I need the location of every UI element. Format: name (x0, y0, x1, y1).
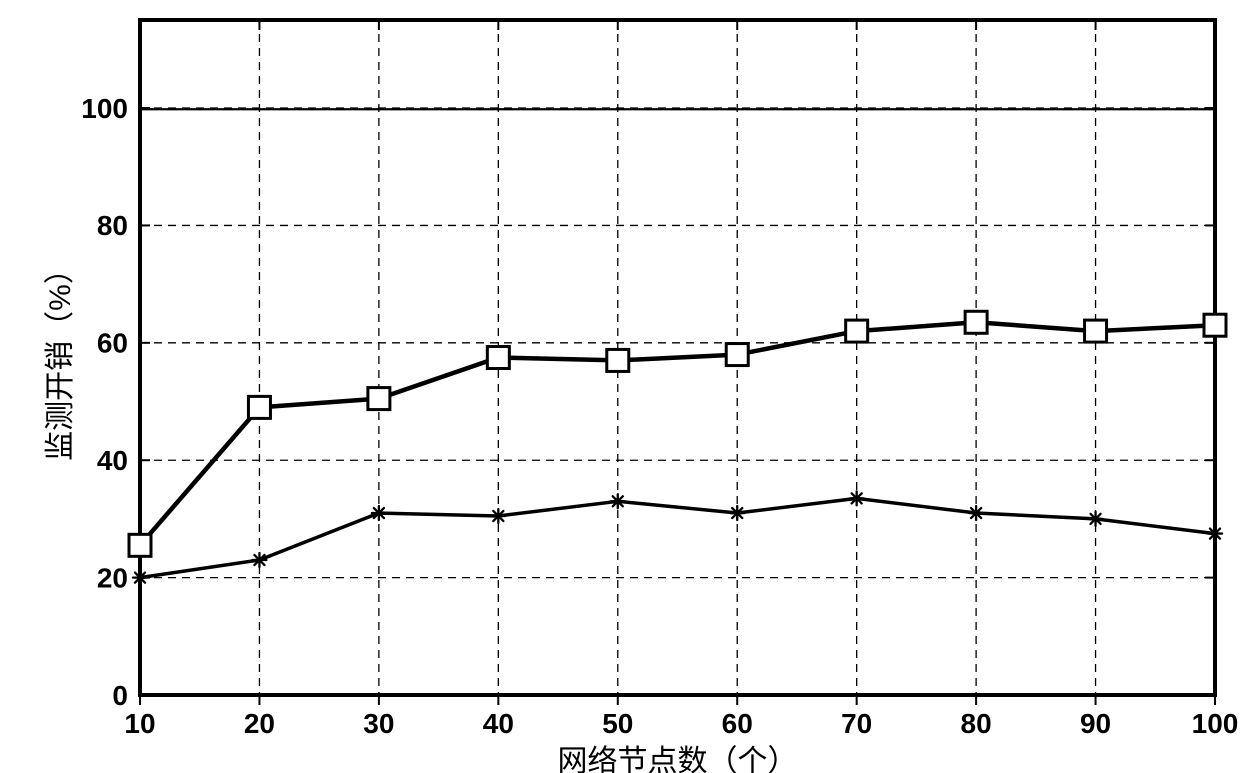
line-chart: 10 20 30 40 50 60 70 80 90 100 0 20 40 60 80 100 网络节点数（个… (0, 0, 1240, 773)
x-tick-label: 60 (722, 708, 753, 739)
y-tick-label: 80 (97, 210, 128, 241)
chart-container: 10 20 30 40 50 60 70 80 90 100 0 20 40 60 80 100 网络节点数（个… (0, 0, 1240, 773)
marker-square (726, 344, 748, 366)
marker-square (846, 320, 868, 342)
marker-square (607, 349, 629, 371)
marker-asterisk (133, 571, 147, 585)
marker-square (487, 347, 509, 369)
marker-asterisk (491, 509, 505, 523)
marker-asterisk (1208, 527, 1222, 541)
y-axis-label: 监测开销（%） (44, 254, 77, 461)
marker-asterisk (1089, 512, 1103, 526)
x-tick-label: 40 (483, 708, 514, 739)
marker-asterisk (730, 506, 744, 520)
marker-asterisk (850, 491, 864, 505)
x-tick-label: 90 (1080, 708, 1111, 739)
marker-square (1085, 320, 1107, 342)
marker-asterisk (969, 506, 983, 520)
marker-square (129, 534, 151, 556)
x-tick-label: 80 (961, 708, 992, 739)
x-tick-label: 50 (602, 708, 633, 739)
x-tick-label: 70 (841, 708, 872, 739)
marker-square (1204, 314, 1226, 336)
marker-square (368, 388, 390, 410)
y-tick-label: 60 (97, 328, 128, 359)
marker-square (248, 396, 270, 418)
y-tick-label: 0 (112, 680, 128, 711)
marker-asterisk (611, 494, 625, 508)
y-tick-label: 40 (97, 445, 128, 476)
marker-asterisk (372, 506, 386, 520)
x-tick-label: 20 (244, 708, 275, 739)
x-tick-label: 10 (124, 708, 155, 739)
x-axis-label: 网络节点数（个） (558, 745, 798, 773)
y-tick-label: 100 (81, 93, 128, 124)
marker-asterisk (252, 553, 266, 567)
y-tick-label: 20 (97, 562, 128, 593)
x-tick-label: 30 (363, 708, 394, 739)
x-tick-label: 100 (1192, 708, 1239, 739)
marker-square (965, 311, 987, 333)
